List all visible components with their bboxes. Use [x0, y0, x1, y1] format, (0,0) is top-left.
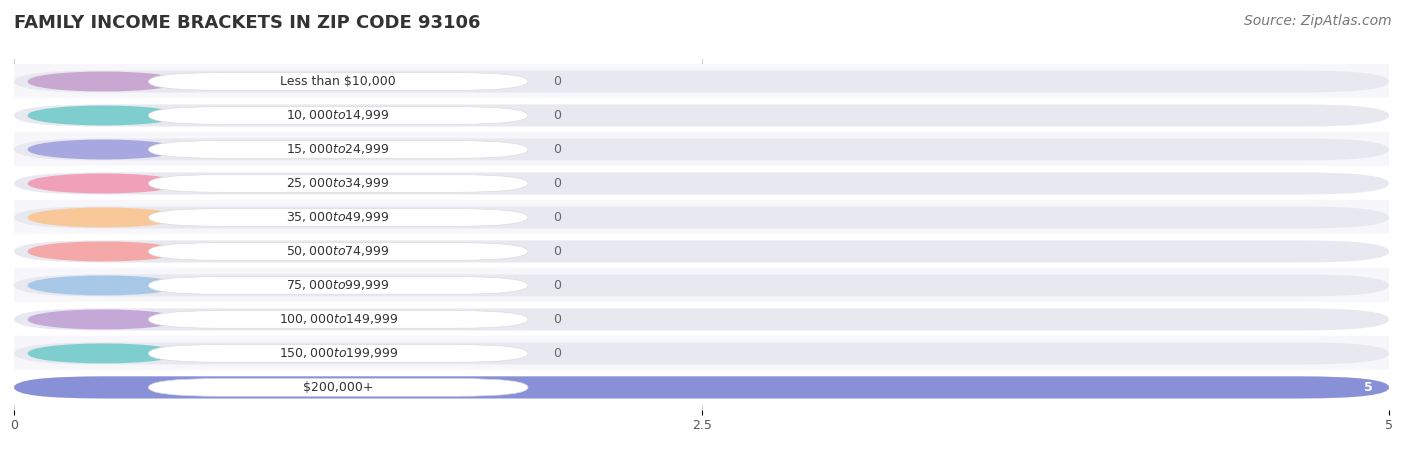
Circle shape	[28, 106, 179, 125]
Text: $15,000 to $24,999: $15,000 to $24,999	[287, 143, 389, 157]
FancyBboxPatch shape	[149, 72, 529, 90]
Bar	[14, 200, 1389, 234]
FancyBboxPatch shape	[149, 345, 529, 362]
Text: 0: 0	[553, 177, 561, 190]
Bar	[14, 132, 1389, 166]
Bar	[14, 370, 1389, 405]
Circle shape	[28, 72, 179, 91]
FancyBboxPatch shape	[14, 172, 1389, 194]
FancyBboxPatch shape	[14, 342, 1389, 364]
FancyBboxPatch shape	[149, 378, 529, 396]
Text: $200,000+: $200,000+	[304, 381, 374, 394]
FancyBboxPatch shape	[14, 274, 1389, 297]
Bar	[14, 64, 1389, 99]
Circle shape	[28, 140, 179, 159]
FancyBboxPatch shape	[14, 207, 1389, 229]
FancyBboxPatch shape	[149, 310, 529, 328]
FancyBboxPatch shape	[14, 71, 1389, 93]
Text: $10,000 to $14,999: $10,000 to $14,999	[287, 108, 389, 122]
FancyBboxPatch shape	[14, 376, 1389, 398]
Text: 0: 0	[553, 211, 561, 224]
Text: 0: 0	[553, 143, 561, 156]
FancyBboxPatch shape	[149, 243, 529, 260]
Text: $50,000 to $74,999: $50,000 to $74,999	[287, 244, 389, 258]
FancyBboxPatch shape	[14, 104, 1389, 126]
Bar	[14, 337, 1389, 370]
Text: 0: 0	[553, 347, 561, 360]
Circle shape	[28, 378, 179, 397]
Bar	[14, 302, 1389, 337]
Text: 0: 0	[553, 109, 561, 122]
Circle shape	[28, 174, 179, 193]
Text: $35,000 to $49,999: $35,000 to $49,999	[287, 211, 389, 225]
FancyBboxPatch shape	[149, 141, 529, 158]
Text: Less than $10,000: Less than $10,000	[280, 75, 396, 88]
FancyBboxPatch shape	[14, 240, 1389, 262]
Circle shape	[28, 242, 179, 261]
Text: $150,000 to $199,999: $150,000 to $199,999	[278, 346, 398, 360]
Text: 0: 0	[553, 313, 561, 326]
Text: Source: ZipAtlas.com: Source: ZipAtlas.com	[1244, 14, 1392, 27]
Text: $25,000 to $34,999: $25,000 to $34,999	[287, 176, 389, 190]
FancyBboxPatch shape	[149, 107, 529, 124]
Text: $100,000 to $149,999: $100,000 to $149,999	[278, 312, 398, 326]
Text: $75,000 to $99,999: $75,000 to $99,999	[287, 279, 389, 292]
Circle shape	[28, 310, 179, 328]
Bar	[14, 269, 1389, 302]
Text: 0: 0	[553, 75, 561, 88]
Bar	[14, 99, 1389, 132]
Circle shape	[28, 208, 179, 227]
Bar	[14, 166, 1389, 200]
FancyBboxPatch shape	[14, 376, 1389, 398]
Text: 5: 5	[1364, 381, 1372, 394]
Bar	[14, 234, 1389, 269]
FancyBboxPatch shape	[149, 277, 529, 294]
FancyBboxPatch shape	[149, 209, 529, 226]
Text: 0: 0	[553, 245, 561, 258]
Circle shape	[28, 344, 179, 363]
Text: 0: 0	[553, 279, 561, 292]
FancyBboxPatch shape	[14, 308, 1389, 330]
FancyBboxPatch shape	[149, 175, 529, 192]
Circle shape	[28, 276, 179, 295]
FancyBboxPatch shape	[14, 139, 1389, 161]
Text: FAMILY INCOME BRACKETS IN ZIP CODE 93106: FAMILY INCOME BRACKETS IN ZIP CODE 93106	[14, 14, 481, 32]
